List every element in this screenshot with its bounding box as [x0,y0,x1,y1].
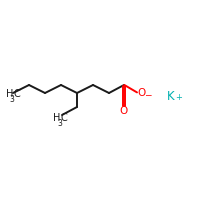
Text: C: C [13,89,20,99]
Text: O: O [120,106,128,116]
Text: O: O [138,88,146,98]
Text: K: K [167,90,175,102]
Text: C: C [60,113,67,123]
Text: +: + [176,94,182,102]
Text: H: H [6,89,13,99]
Text: H: H [53,113,60,123]
Text: 3: 3 [10,95,14,104]
Text: 3: 3 [57,119,62,128]
Text: −: − [144,91,151,100]
